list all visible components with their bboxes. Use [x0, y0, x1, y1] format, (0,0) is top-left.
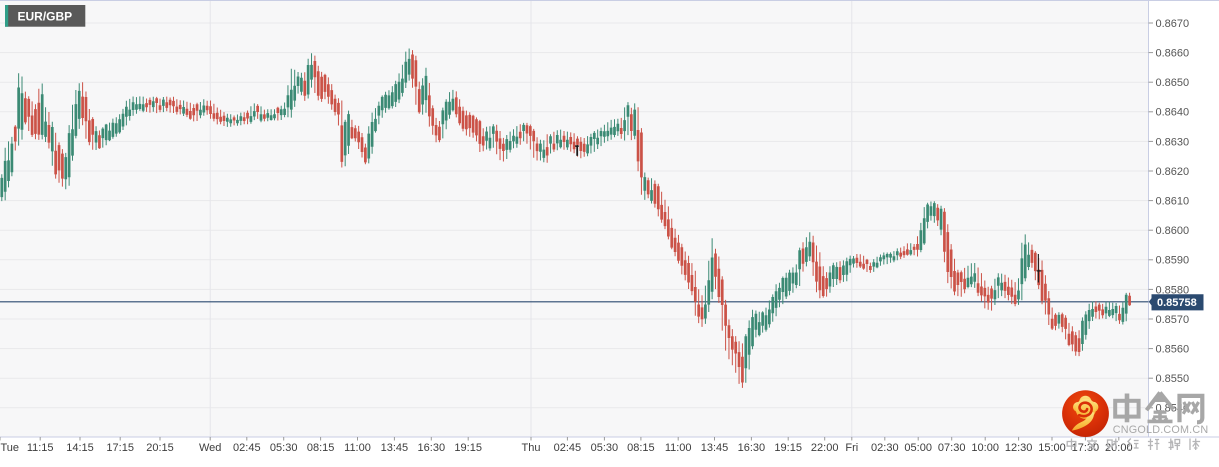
svg-text:20:15: 20:15	[146, 442, 174, 454]
svg-text:0.85758: 0.85758	[1157, 297, 1197, 309]
svg-text:11:00: 11:00	[665, 442, 692, 454]
svg-text:0.8550: 0.8550	[1156, 373, 1190, 385]
svg-text:14:15: 14:15	[66, 442, 94, 454]
svg-text:16:30: 16:30	[418, 442, 446, 454]
svg-text:05:30: 05:30	[270, 442, 298, 454]
svg-text:CNGOLD.COM.CN: CNGOLD.COM.CN	[1113, 424, 1209, 436]
svg-text:05:00: 05:00	[904, 442, 932, 454]
svg-text:17:15: 17:15	[106, 442, 134, 454]
svg-text:0.8610: 0.8610	[1156, 196, 1190, 208]
svg-text:Tue: Tue	[1, 442, 20, 454]
svg-text:Fri: Fri	[845, 442, 858, 454]
svg-text:0.8640: 0.8640	[1156, 107, 1190, 119]
svg-text:Thu: Thu	[522, 442, 541, 454]
svg-text:13:45: 13:45	[381, 442, 409, 454]
svg-text:0.8570: 0.8570	[1156, 314, 1190, 326]
svg-text:0.8590: 0.8590	[1156, 255, 1190, 267]
svg-text:05:30: 05:30	[591, 442, 619, 454]
svg-text:10:00: 10:00	[971, 442, 999, 454]
svg-text:02:45: 02:45	[233, 442, 261, 454]
svg-text:0.8580: 0.8580	[1156, 284, 1190, 296]
svg-text:0.8560: 0.8560	[1156, 344, 1190, 356]
svg-text:07:30: 07:30	[938, 442, 966, 454]
svg-text:02:30: 02:30	[871, 442, 899, 454]
svg-text:0.8630: 0.8630	[1156, 136, 1190, 148]
svg-text:0.8650: 0.8650	[1156, 77, 1190, 89]
svg-text:11:15: 11:15	[27, 442, 54, 454]
svg-text:EUR/GBP: EUR/GBP	[18, 9, 73, 23]
svg-text:19:15: 19:15	[774, 442, 802, 454]
svg-text:13:45: 13:45	[701, 442, 729, 454]
svg-text:12:30: 12:30	[1005, 442, 1033, 454]
svg-text:02:45: 02:45	[554, 442, 582, 454]
svg-text:15:00: 15:00	[1038, 442, 1066, 454]
svg-text:11:00: 11:00	[344, 442, 371, 454]
svg-text:22:00: 22:00	[811, 442, 839, 454]
svg-text:0.8660: 0.8660	[1156, 48, 1190, 60]
svg-text:08:15: 08:15	[627, 442, 655, 454]
svg-text:Wed: Wed	[199, 442, 221, 454]
svg-text:08:15: 08:15	[307, 442, 335, 454]
svg-text:16:30: 16:30	[738, 442, 766, 454]
svg-text:19:15: 19:15	[454, 442, 482, 454]
svg-text:0.8600: 0.8600	[1156, 225, 1190, 237]
svg-text:0.8670: 0.8670	[1156, 18, 1190, 30]
svg-text:0.8620: 0.8620	[1156, 166, 1190, 178]
